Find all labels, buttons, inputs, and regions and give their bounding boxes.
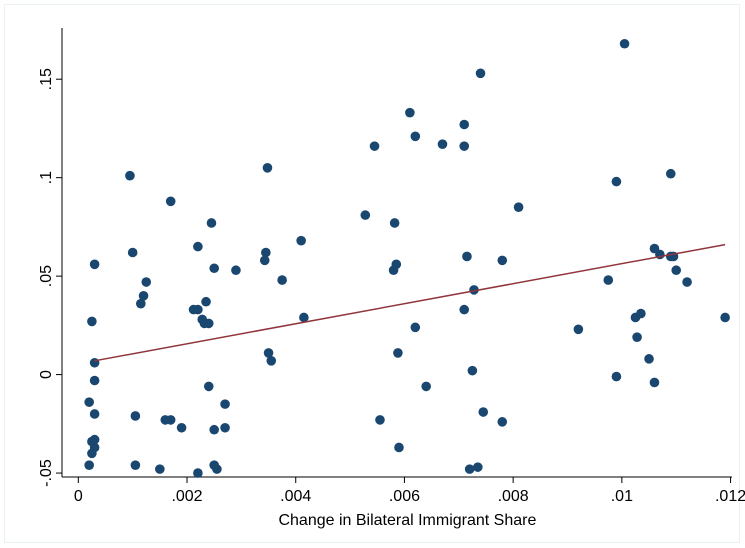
- fit-line: [94, 243, 726, 362]
- scatter-point: [296, 235, 306, 246]
- y-tick-label: 0: [38, 370, 55, 379]
- scatter-point: [360, 210, 371, 220]
- scatter-point: [405, 107, 415, 118]
- scatter-point: [611, 176, 622, 187]
- scatter-point: [636, 308, 646, 319]
- scatter-point: [391, 259, 402, 270]
- scatter-point: [89, 409, 100, 419]
- scatter-point: [299, 312, 309, 323]
- scatter-point: [632, 332, 642, 342]
- scatter-point: [193, 468, 203, 478]
- scatter-point: [475, 68, 486, 79]
- scatter-point: [84, 460, 94, 470]
- scatter-point: [262, 163, 273, 173]
- scatter-point: [263, 348, 274, 358]
- scatter-point: [266, 356, 277, 366]
- scatter-point: [138, 291, 149, 301]
- scatter-point: [611, 371, 622, 382]
- scatter-point: [89, 357, 100, 368]
- scatter-point: [89, 442, 100, 453]
- y-tick-label: .05: [38, 265, 55, 287]
- scatter-point: [644, 354, 654, 364]
- scatter-point: [176, 422, 187, 433]
- scatter-point: [165, 196, 176, 207]
- scatter-point: [393, 348, 403, 358]
- scatter-point: [394, 442, 404, 453]
- scatter-point: [206, 218, 217, 228]
- x-axis: 0 .002 .004 .006 .008 .01 .012: [62, 476, 745, 505]
- scatter-point: [87, 316, 97, 327]
- y-axis: -.05 0 .05 .1 .15: [38, 28, 63, 487]
- scatter-point: [193, 241, 203, 252]
- scatter-point: [462, 251, 472, 262]
- chart-frame: [4, 4, 740, 543]
- y-tick-label: -.05: [38, 459, 55, 487]
- x-tick-label: .006: [389, 488, 420, 505]
- scatter-point: [89, 375, 100, 386]
- scatter-point: [619, 38, 630, 49]
- scatter-point: [125, 170, 135, 181]
- scatter-point: [220, 399, 230, 409]
- y-tick-label: .15: [38, 68, 55, 90]
- scatter-point: [410, 131, 421, 142]
- scatter-point: [203, 381, 214, 392]
- scatter-point: [649, 377, 660, 388]
- scatter-point: [193, 304, 203, 315]
- scatter-point: [259, 255, 270, 266]
- scatter-point: [459, 141, 470, 151]
- scatter-point: [513, 202, 524, 213]
- scatter-point: [467, 365, 478, 376]
- scatter-point: [136, 298, 146, 309]
- scatter-point: [421, 381, 431, 392]
- scatter-point: [459, 304, 470, 315]
- scatter-point: [671, 265, 682, 276]
- scatter-point: [220, 422, 230, 433]
- scatter-point: [89, 259, 100, 270]
- scatter-point: [130, 460, 141, 470]
- scatter-point: [720, 312, 730, 323]
- scatter-point: [165, 415, 176, 425]
- scatter-point: [203, 318, 214, 329]
- scatter-point: [497, 255, 508, 266]
- y-tick-label: .1: [38, 171, 55, 184]
- scatter-point: [478, 407, 489, 417]
- x-axis-title: Change in Bilateral Immigrant Share: [278, 512, 536, 529]
- scatter-point: [682, 277, 692, 287]
- scatter-point: [84, 397, 94, 407]
- scatter-point: [89, 434, 100, 445]
- x-tick-label: .01: [611, 488, 633, 505]
- scatter-point: [473, 462, 483, 472]
- scatter-point: [464, 464, 475, 474]
- scatter-point: [410, 322, 421, 333]
- scatter-point: [573, 324, 584, 335]
- scatter-point: [231, 265, 241, 276]
- scatter-point: [497, 417, 508, 427]
- scatter-point: [209, 263, 219, 274]
- scatter-point: [437, 139, 448, 149]
- scatter-point: [459, 119, 470, 130]
- scatter-point: [261, 247, 271, 258]
- scatter-point: [375, 415, 385, 425]
- x-tick-label: .002: [171, 488, 202, 505]
- scatter-point: [469, 285, 479, 295]
- x-tick-label: .004: [280, 488, 311, 505]
- x-tick-label: .008: [498, 488, 529, 505]
- scatter-point: [201, 296, 211, 307]
- scatter-point: [212, 464, 222, 474]
- scatter-point: [603, 275, 614, 285]
- plot-marks: [84, 38, 730, 478]
- scatter-point: [389, 218, 400, 228]
- scatter-point: [141, 277, 152, 287]
- scatter-point: [155, 464, 165, 474]
- x-tick-label: 0: [74, 488, 83, 505]
- scatter-point: [369, 141, 380, 151]
- scatter-point: [130, 411, 141, 421]
- scatter-point: [665, 168, 676, 179]
- scatter-point: [277, 275, 287, 285]
- x-tick-label: .012: [715, 488, 745, 505]
- scatter-point: [127, 247, 138, 258]
- scatter-point: [209, 424, 219, 435]
